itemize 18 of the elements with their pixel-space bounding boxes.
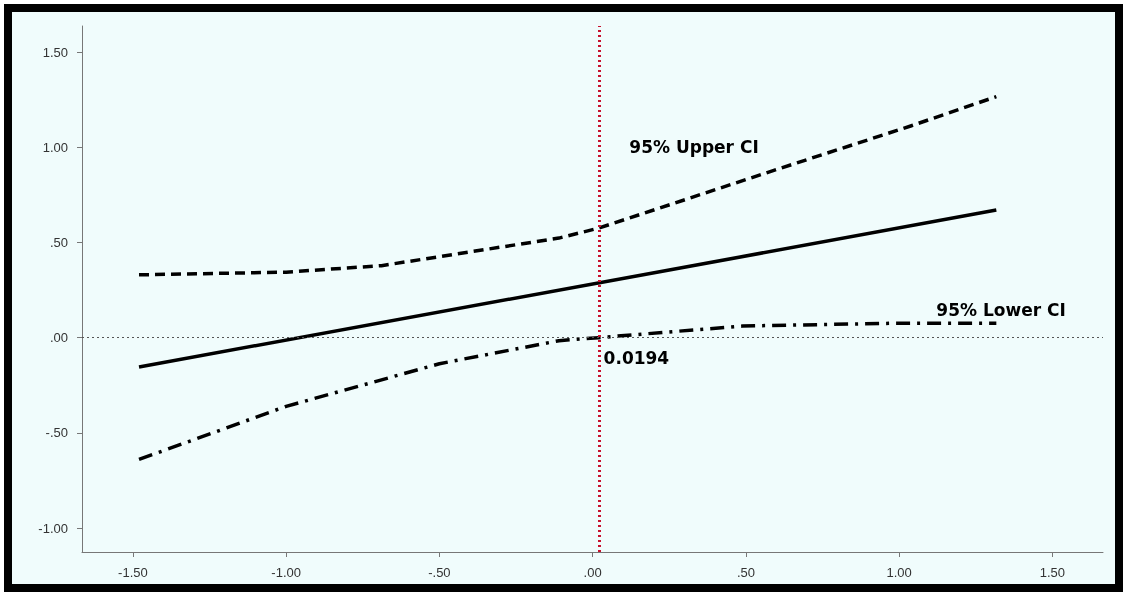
y-tick-label: .00: [49, 330, 68, 346]
ref-line-label: 0.0194: [603, 348, 670, 369]
line-series: [137, 94, 999, 277]
x-tick-label: -1.00: [271, 565, 301, 580]
x-tick-label: 1.50: [1039, 565, 1066, 580]
y-tick-label: -.50: [45, 425, 68, 441]
series-label: 95% Upper CI: [629, 137, 759, 158]
y-tick-label: 1.00: [42, 139, 68, 155]
x-tick-label: 1.00: [886, 565, 912, 580]
y-tick-label: .50: [49, 234, 68, 250]
x-tick-label: .00: [583, 565, 602, 580]
x-tick-label: .50: [736, 565, 755, 580]
y-tick-label: 1.50: [42, 44, 68, 60]
x-tick-label: -.50: [428, 565, 451, 580]
line-series: [137, 321, 999, 462]
x-tick-label: -1.50: [118, 565, 148, 580]
series-label: 95% Lower CI: [936, 299, 1066, 320]
y-tick-label: -1.00: [38, 520, 68, 536]
